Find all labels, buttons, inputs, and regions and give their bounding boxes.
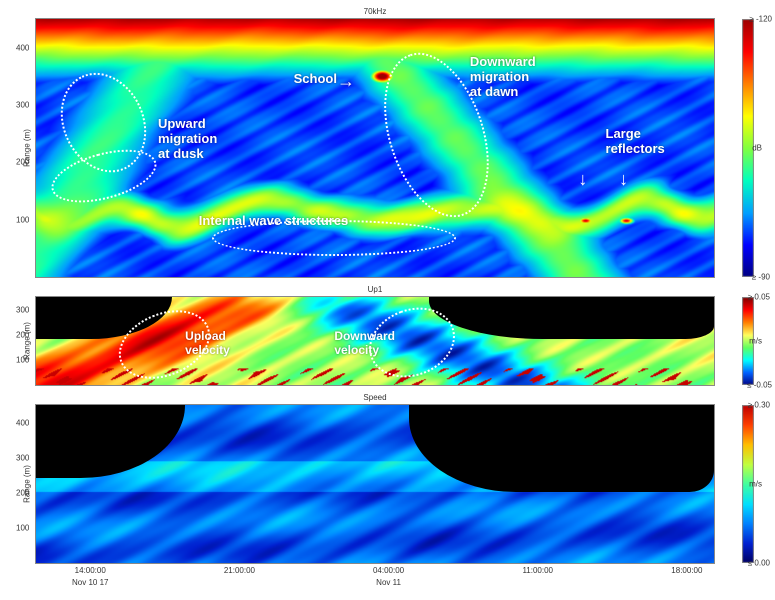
ytick: 100 [16,215,29,224]
xtick: 18:00:00 [671,566,702,575]
speed-panel: Speed Range (m) 100200300400 14:00:00Nov… [35,404,715,564]
cb-label: ≥ 0.30 [748,401,770,410]
panel3-title: Speed [363,393,386,402]
annot-school: School → [294,71,337,86]
panel2-title: Up1 [368,285,383,294]
down-arrow-icon: ↓ [619,169,628,190]
ytick: 200 [16,330,29,339]
xtick: 04:00:00 [373,566,404,575]
cb-label: ≥ -90 [752,273,770,282]
ytick: 200 [16,158,29,167]
ytick: 200 [16,488,29,497]
xtick: 21:00:00 [224,566,255,575]
ytick: 300 [16,453,29,462]
xtick-date: Nov 11 [376,578,401,587]
ytick: 300 [16,101,29,110]
cb-label: ≤ 0.00 [748,559,770,568]
cb-label: ≤ -0.05 [747,381,772,390]
xtick-date: Nov 10 17 [72,578,108,587]
ytick: 100 [16,355,29,364]
ytick: 300 [16,305,29,314]
panel2-ylabel: Range (m) [22,322,31,360]
arrow-icon: → [337,71,355,92]
echogram-panel-70khz: 70kHz Range (m) 100200300400 Upwardmigra… [35,18,715,278]
velocity-panel-up1: Up1 Range (m) 100200300 Uploadvelocity D… [35,296,715,386]
cb-label: m/s [749,337,762,346]
annot-upward-migration: Upwardmigrationat dusk [158,117,217,162]
annot-downward-migration: Downwardmigrationat dawn [470,55,536,100]
xtick: 11:00:00 [522,566,553,575]
xtick: 14:00:00 [75,566,106,575]
annot-large-reflectors: Largereflectors [606,127,665,157]
cb-label: ≥ 0.05 [748,293,770,302]
ytick: 400 [16,418,29,427]
cb-label: m/s [749,480,762,489]
ytick: 400 [16,43,29,52]
ytick: 100 [16,523,29,532]
down-arrow-icon: ↓ [578,169,587,190]
cb-label: ≥ -120 [749,15,772,24]
cb-label: dB [752,144,762,153]
data-mask [409,405,714,492]
panel1-title: 70kHz [364,7,387,16]
